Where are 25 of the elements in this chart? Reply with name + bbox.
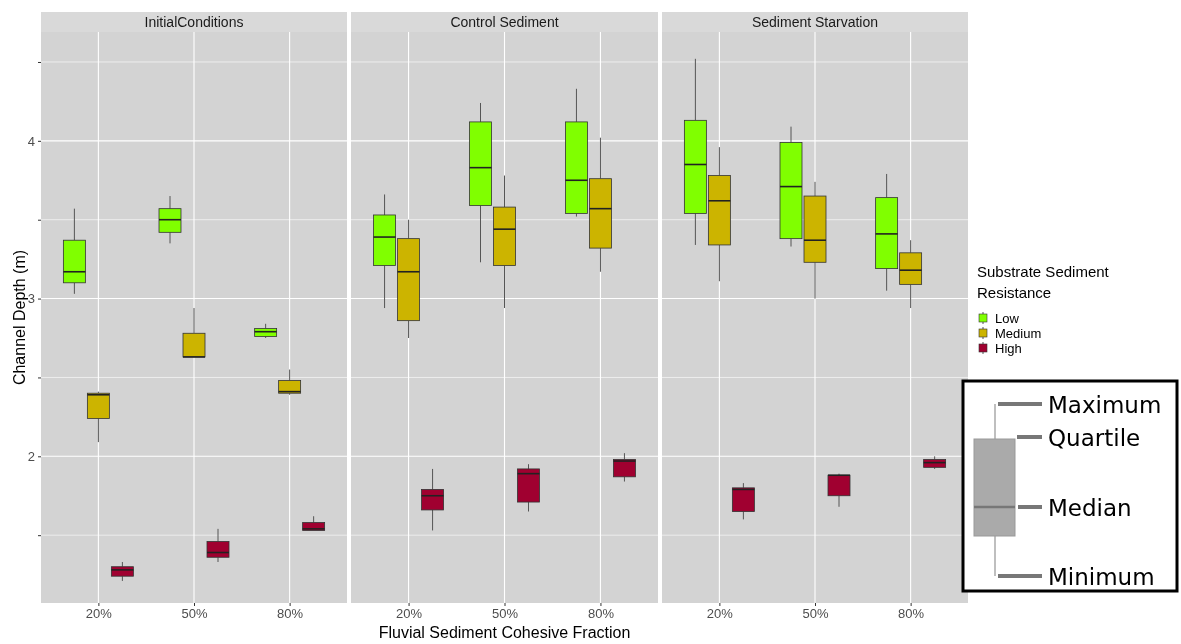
x-tick-label: 80%	[587, 606, 615, 622]
text: Minimum	[1048, 564, 1155, 590]
chart-title: Sediment Starvation	[751, 14, 879, 30]
x-axis-title: Fluvial Sediment Cohesive Fraction	[378, 624, 631, 641]
x-tick-label: 20%	[85, 606, 113, 622]
y-tick-label: 4	[27, 133, 35, 149]
text: Median	[1048, 495, 1132, 521]
chart-title: Control Sediment	[450, 14, 559, 30]
x-tick-label: 20%	[396, 606, 423, 622]
y-tick-label: 2	[27, 448, 35, 464]
x-tick-label: 50%	[491, 606, 519, 622]
y-axis-title: Channel Depth (m)	[11, 249, 28, 386]
legend-label: Low	[995, 311, 1020, 326]
x-tick-label: 20%	[706, 606, 734, 622]
text: Quartile	[1048, 425, 1141, 451]
chart-title: InitialConditions	[144, 14, 244, 30]
text: Maximum	[1048, 392, 1162, 418]
x-tick-label: 50%	[802, 606, 829, 622]
x-tick-label: 80%	[898, 606, 925, 622]
y-tick-label: 3	[27, 291, 35, 307]
x-tick-label: 80%	[277, 606, 304, 622]
x-tick-label: 50%	[181, 606, 208, 622]
legend-label: High	[995, 341, 1022, 356]
legend-label: Medium	[995, 326, 1042, 341]
legend-title: Substrate Sediment Resistance	[977, 263, 1110, 301]
